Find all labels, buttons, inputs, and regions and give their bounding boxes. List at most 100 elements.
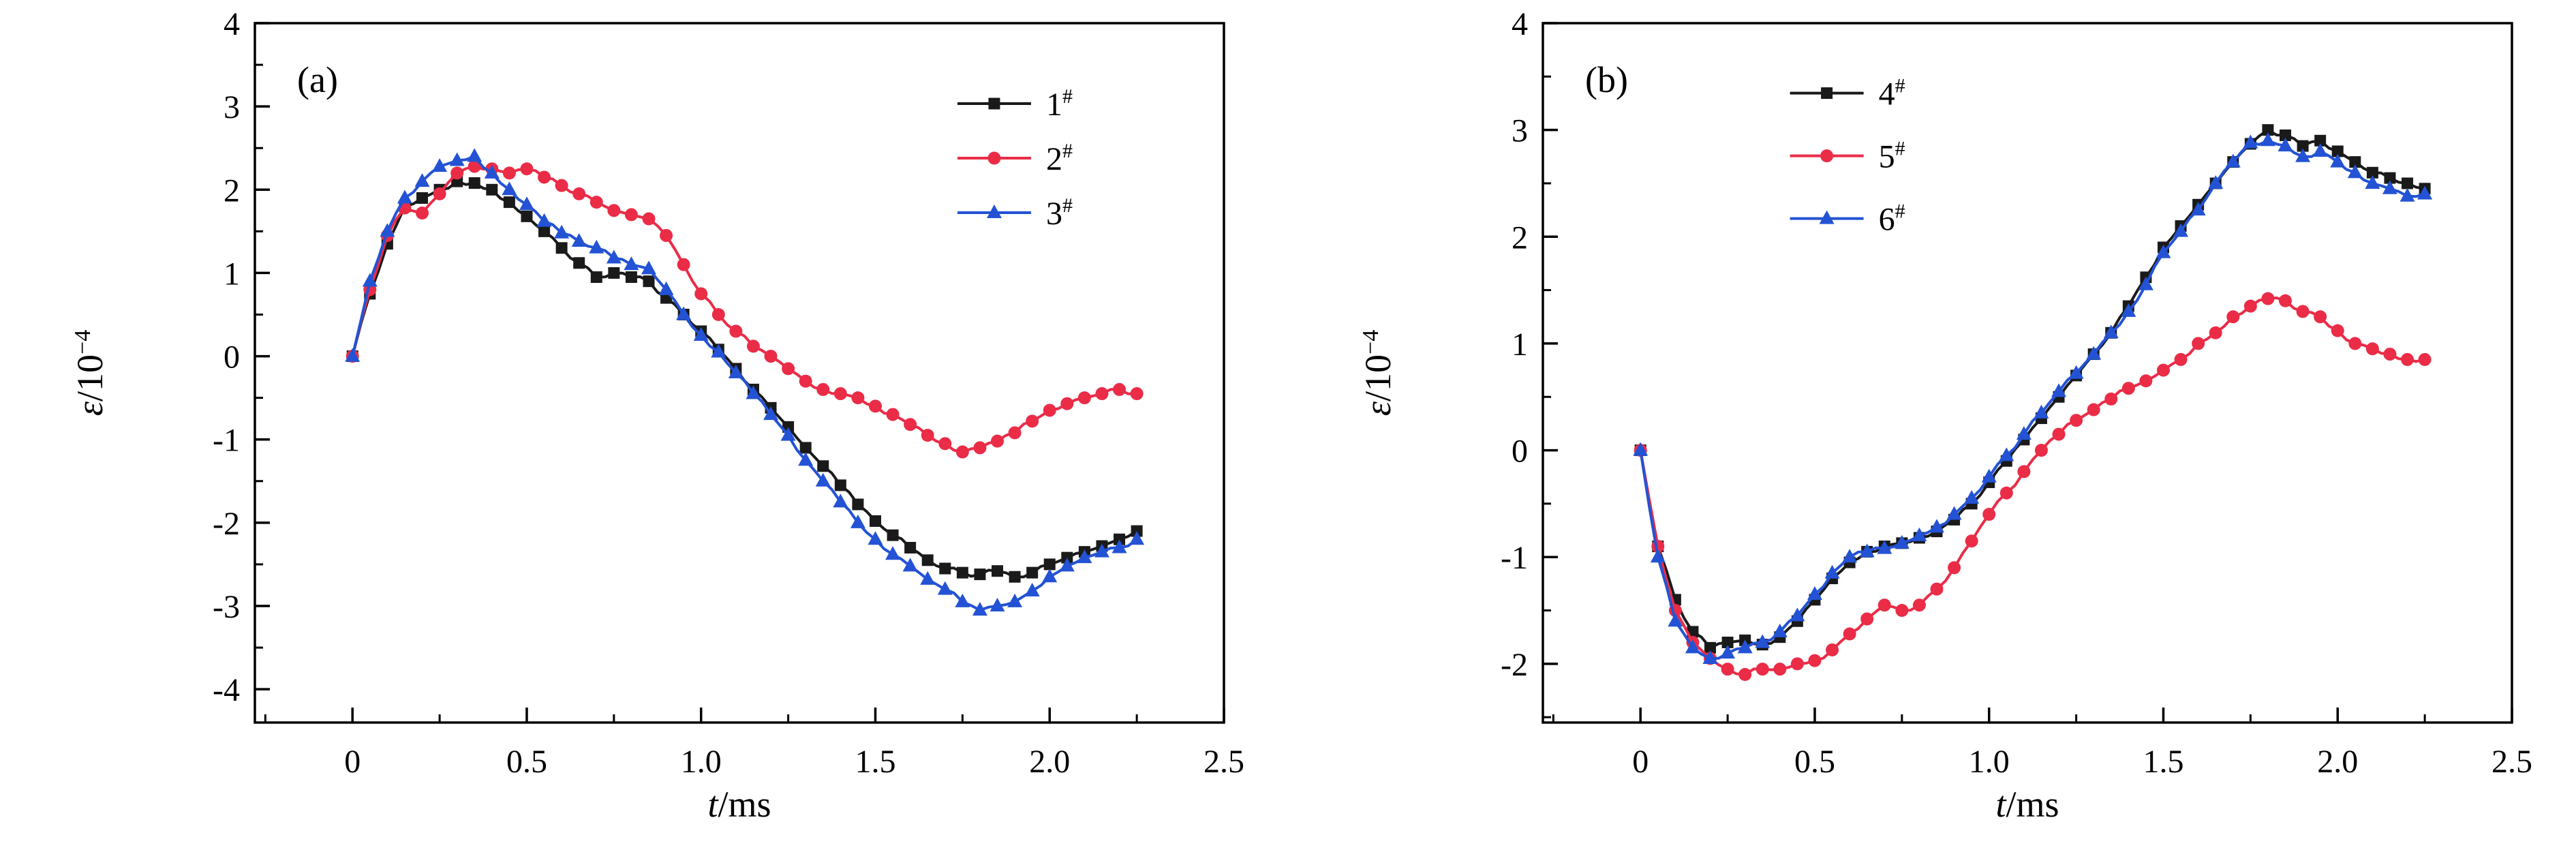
data-marker-square — [2331, 145, 2344, 157]
series-markers-2# — [346, 160, 1144, 459]
data-marker-triangle — [1894, 534, 1910, 549]
data-marker-triangle — [536, 213, 552, 227]
data-marker-triangle — [728, 365, 743, 378]
data-marker-triangle — [1094, 543, 1109, 558]
x-tick-label: 2.5 — [2491, 744, 2532, 780]
data-marker-square — [573, 257, 585, 269]
y-tick-label: 2 — [224, 172, 240, 209]
panel-label: (b) — [1585, 59, 1628, 100]
data-marker-circle — [2243, 299, 2257, 313]
data-marker-circle — [868, 399, 882, 413]
data-marker-triangle — [815, 472, 831, 487]
data-marker-triangle — [1877, 540, 1892, 554]
data-marker-triangle — [1007, 593, 1023, 607]
y-tick-label: 1 — [224, 256, 240, 292]
data-marker-triangle — [658, 281, 674, 295]
data-marker-square — [2349, 156, 2361, 168]
data-marker-triangle — [937, 581, 953, 595]
data-marker-triangle — [1633, 442, 1649, 456]
data-marker-circle — [2279, 294, 2293, 307]
data-marker-circle — [1808, 654, 1822, 667]
data-marker-triangle — [2138, 276, 2153, 290]
data-marker-circle — [2052, 427, 2066, 441]
data-marker-triangle — [554, 224, 570, 239]
data-marker-circle — [816, 382, 830, 396]
data-marker-circle — [1999, 486, 2013, 500]
data-marker-circle — [991, 434, 1005, 448]
data-marker-circle — [1912, 598, 1926, 612]
panel-b: 0 0.5 1.0 1.5 2.0 2.5 -2 -1 0 1 2 3 4 t/ms ε/10−4 (b) 4#… — [1288, 0, 2576, 850]
data-marker-triangle — [414, 173, 430, 187]
data-marker-square — [1704, 641, 1717, 654]
data-marker-triangle — [1964, 490, 1980, 504]
data-marker-circle — [1843, 627, 1856, 641]
data-marker-triangle — [972, 602, 987, 616]
data-marker-circle — [1773, 663, 1787, 676]
data-marker-circle — [1113, 382, 1126, 396]
data-marker-square — [939, 562, 951, 575]
data-marker-circle — [1982, 508, 1996, 521]
data-marker-triangle — [955, 593, 970, 607]
x-tick-label: 2.0 — [1029, 744, 1070, 780]
data-marker-circle — [2121, 382, 2135, 395]
data-marker-triangle — [676, 306, 692, 320]
data-marker-triangle — [885, 546, 901, 560]
data-marker-circle — [1026, 414, 1039, 428]
data-marker-circle — [2070, 414, 2083, 427]
data-marker-square — [1821, 87, 1833, 100]
data-marker-circle — [642, 212, 656, 226]
data-marker-square — [834, 479, 846, 491]
data-marker-square — [817, 460, 829, 472]
data-marker-circle — [2261, 292, 2275, 305]
data-marker-triangle — [868, 531, 883, 545]
data-marker-circle — [973, 441, 987, 455]
data-marker-circle — [2087, 403, 2100, 416]
x-tick-label: 2.0 — [2317, 744, 2358, 780]
data-marker-circle — [2331, 324, 2344, 337]
data-marker-triangle — [1999, 447, 2014, 461]
data-marker-square — [974, 568, 986, 581]
panel-a: 0 0.5 1.0 1.5 2.0 2.5 -4 -3 -2 -1 0 1 2 3 4 t/ms ε/10−4 (… — [70, 6, 1244, 825]
data-marker-square — [921, 554, 934, 566]
data-marker-square — [956, 566, 968, 579]
y-tick-label: -1 — [213, 423, 240, 459]
data-marker-circle — [433, 187, 446, 200]
x-tick-label: 1.5 — [2143, 744, 2183, 780]
data-marker-circle — [2418, 352, 2432, 366]
data-marker-triangle — [2156, 244, 2171, 258]
data-marker-circle — [589, 196, 603, 209]
legend-entry-4#: 4# — [1790, 75, 1905, 112]
plot-frame — [1542, 22, 2513, 724]
data-marker-circle — [799, 374, 812, 388]
data-marker-circle — [2192, 337, 2205, 350]
data-marker-triangle — [2347, 164, 2363, 179]
data-marker-triangle — [902, 558, 918, 572]
y-tick-label: -3 — [213, 589, 240, 625]
x-tick-label: 1.0 — [681, 744, 722, 780]
data-marker-triangle — [449, 152, 465, 166]
data-marker-triangle — [502, 181, 517, 196]
data-marker-triangle — [2086, 346, 2102, 360]
data-marker-triangle — [1042, 568, 1058, 583]
data-marker-circle — [1895, 604, 1909, 618]
legend-entry-2#: 2# — [957, 140, 1073, 177]
data-marker-square — [2314, 134, 2327, 147]
data-marker-triangle — [519, 196, 534, 211]
data-marker-triangle — [1819, 210, 1835, 224]
legend-entry-1#: 1# — [957, 85, 1073, 123]
data-marker-circle — [2104, 392, 2118, 406]
data-marker-triangle — [589, 239, 604, 254]
data-marker-circle — [2348, 337, 2362, 350]
data-marker-square — [521, 210, 533, 222]
series-markers-6# — [1633, 132, 2433, 665]
plot-frame — [254, 22, 1225, 724]
data-marker-circle — [764, 350, 778, 363]
data-marker-circle — [729, 324, 743, 338]
data-marker-triangle — [1946, 506, 1962, 520]
data-marker-circle — [1008, 426, 1022, 440]
panel-label: (a) — [297, 59, 338, 100]
data-marker-square — [1026, 566, 1039, 579]
data-marker-circle — [1826, 643, 1839, 656]
data-marker-circle — [520, 162, 534, 176]
legend-label: 5# — [1879, 138, 1905, 175]
